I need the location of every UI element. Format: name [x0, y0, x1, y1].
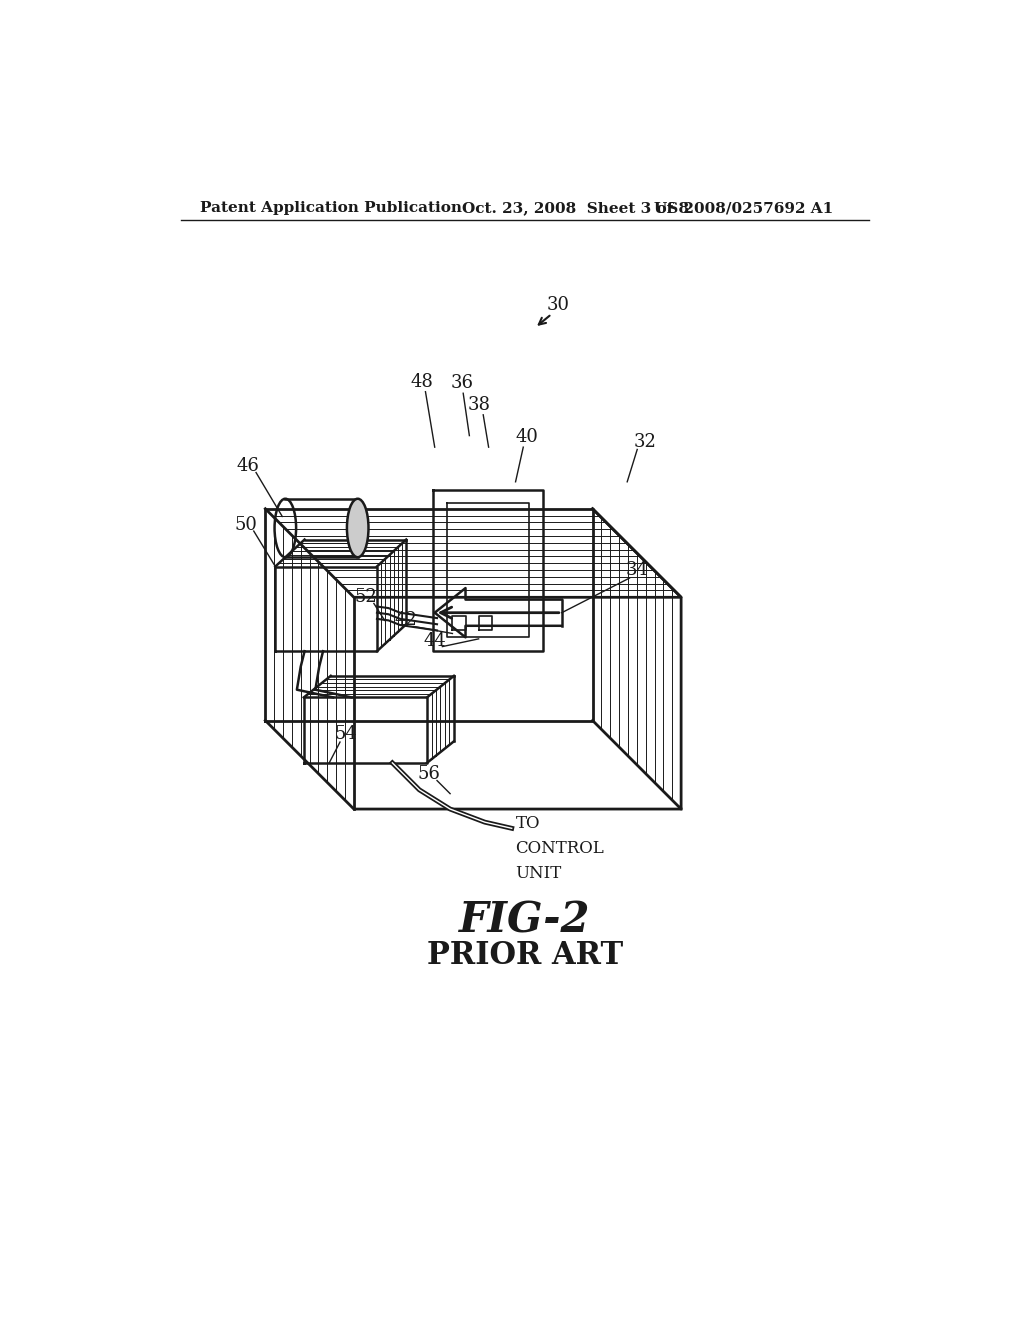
Text: FIG-2: FIG-2: [459, 900, 591, 941]
Text: US 2008/0257692 A1: US 2008/0257692 A1: [654, 202, 834, 215]
Text: Oct. 23, 2008  Sheet 3 of 8: Oct. 23, 2008 Sheet 3 of 8: [462, 202, 689, 215]
Text: 52: 52: [354, 589, 378, 606]
Text: 48: 48: [411, 372, 433, 391]
Ellipse shape: [347, 499, 369, 557]
Text: Patent Application Publication: Patent Application Publication: [200, 202, 462, 215]
Text: 44: 44: [423, 632, 446, 651]
Text: 56: 56: [418, 766, 440, 783]
Text: 46: 46: [237, 458, 260, 475]
Text: TO
CONTROL
UNIT: TO CONTROL UNIT: [515, 816, 604, 882]
Text: 50: 50: [234, 516, 257, 533]
Text: 54: 54: [335, 726, 357, 743]
Text: 40: 40: [516, 428, 539, 446]
Text: 34: 34: [626, 561, 648, 579]
Text: 38: 38: [468, 396, 490, 413]
Text: 36: 36: [451, 375, 473, 392]
Text: 30: 30: [547, 296, 569, 314]
Text: PRIOR ART: PRIOR ART: [427, 940, 623, 970]
Text: 42: 42: [395, 611, 418, 630]
Text: 32: 32: [634, 433, 656, 450]
